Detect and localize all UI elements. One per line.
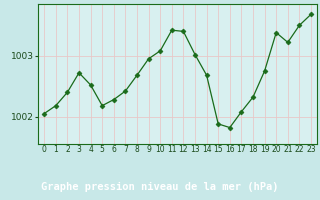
Text: Graphe pression niveau de la mer (hPa): Graphe pression niveau de la mer (hPa) [41,182,279,192]
